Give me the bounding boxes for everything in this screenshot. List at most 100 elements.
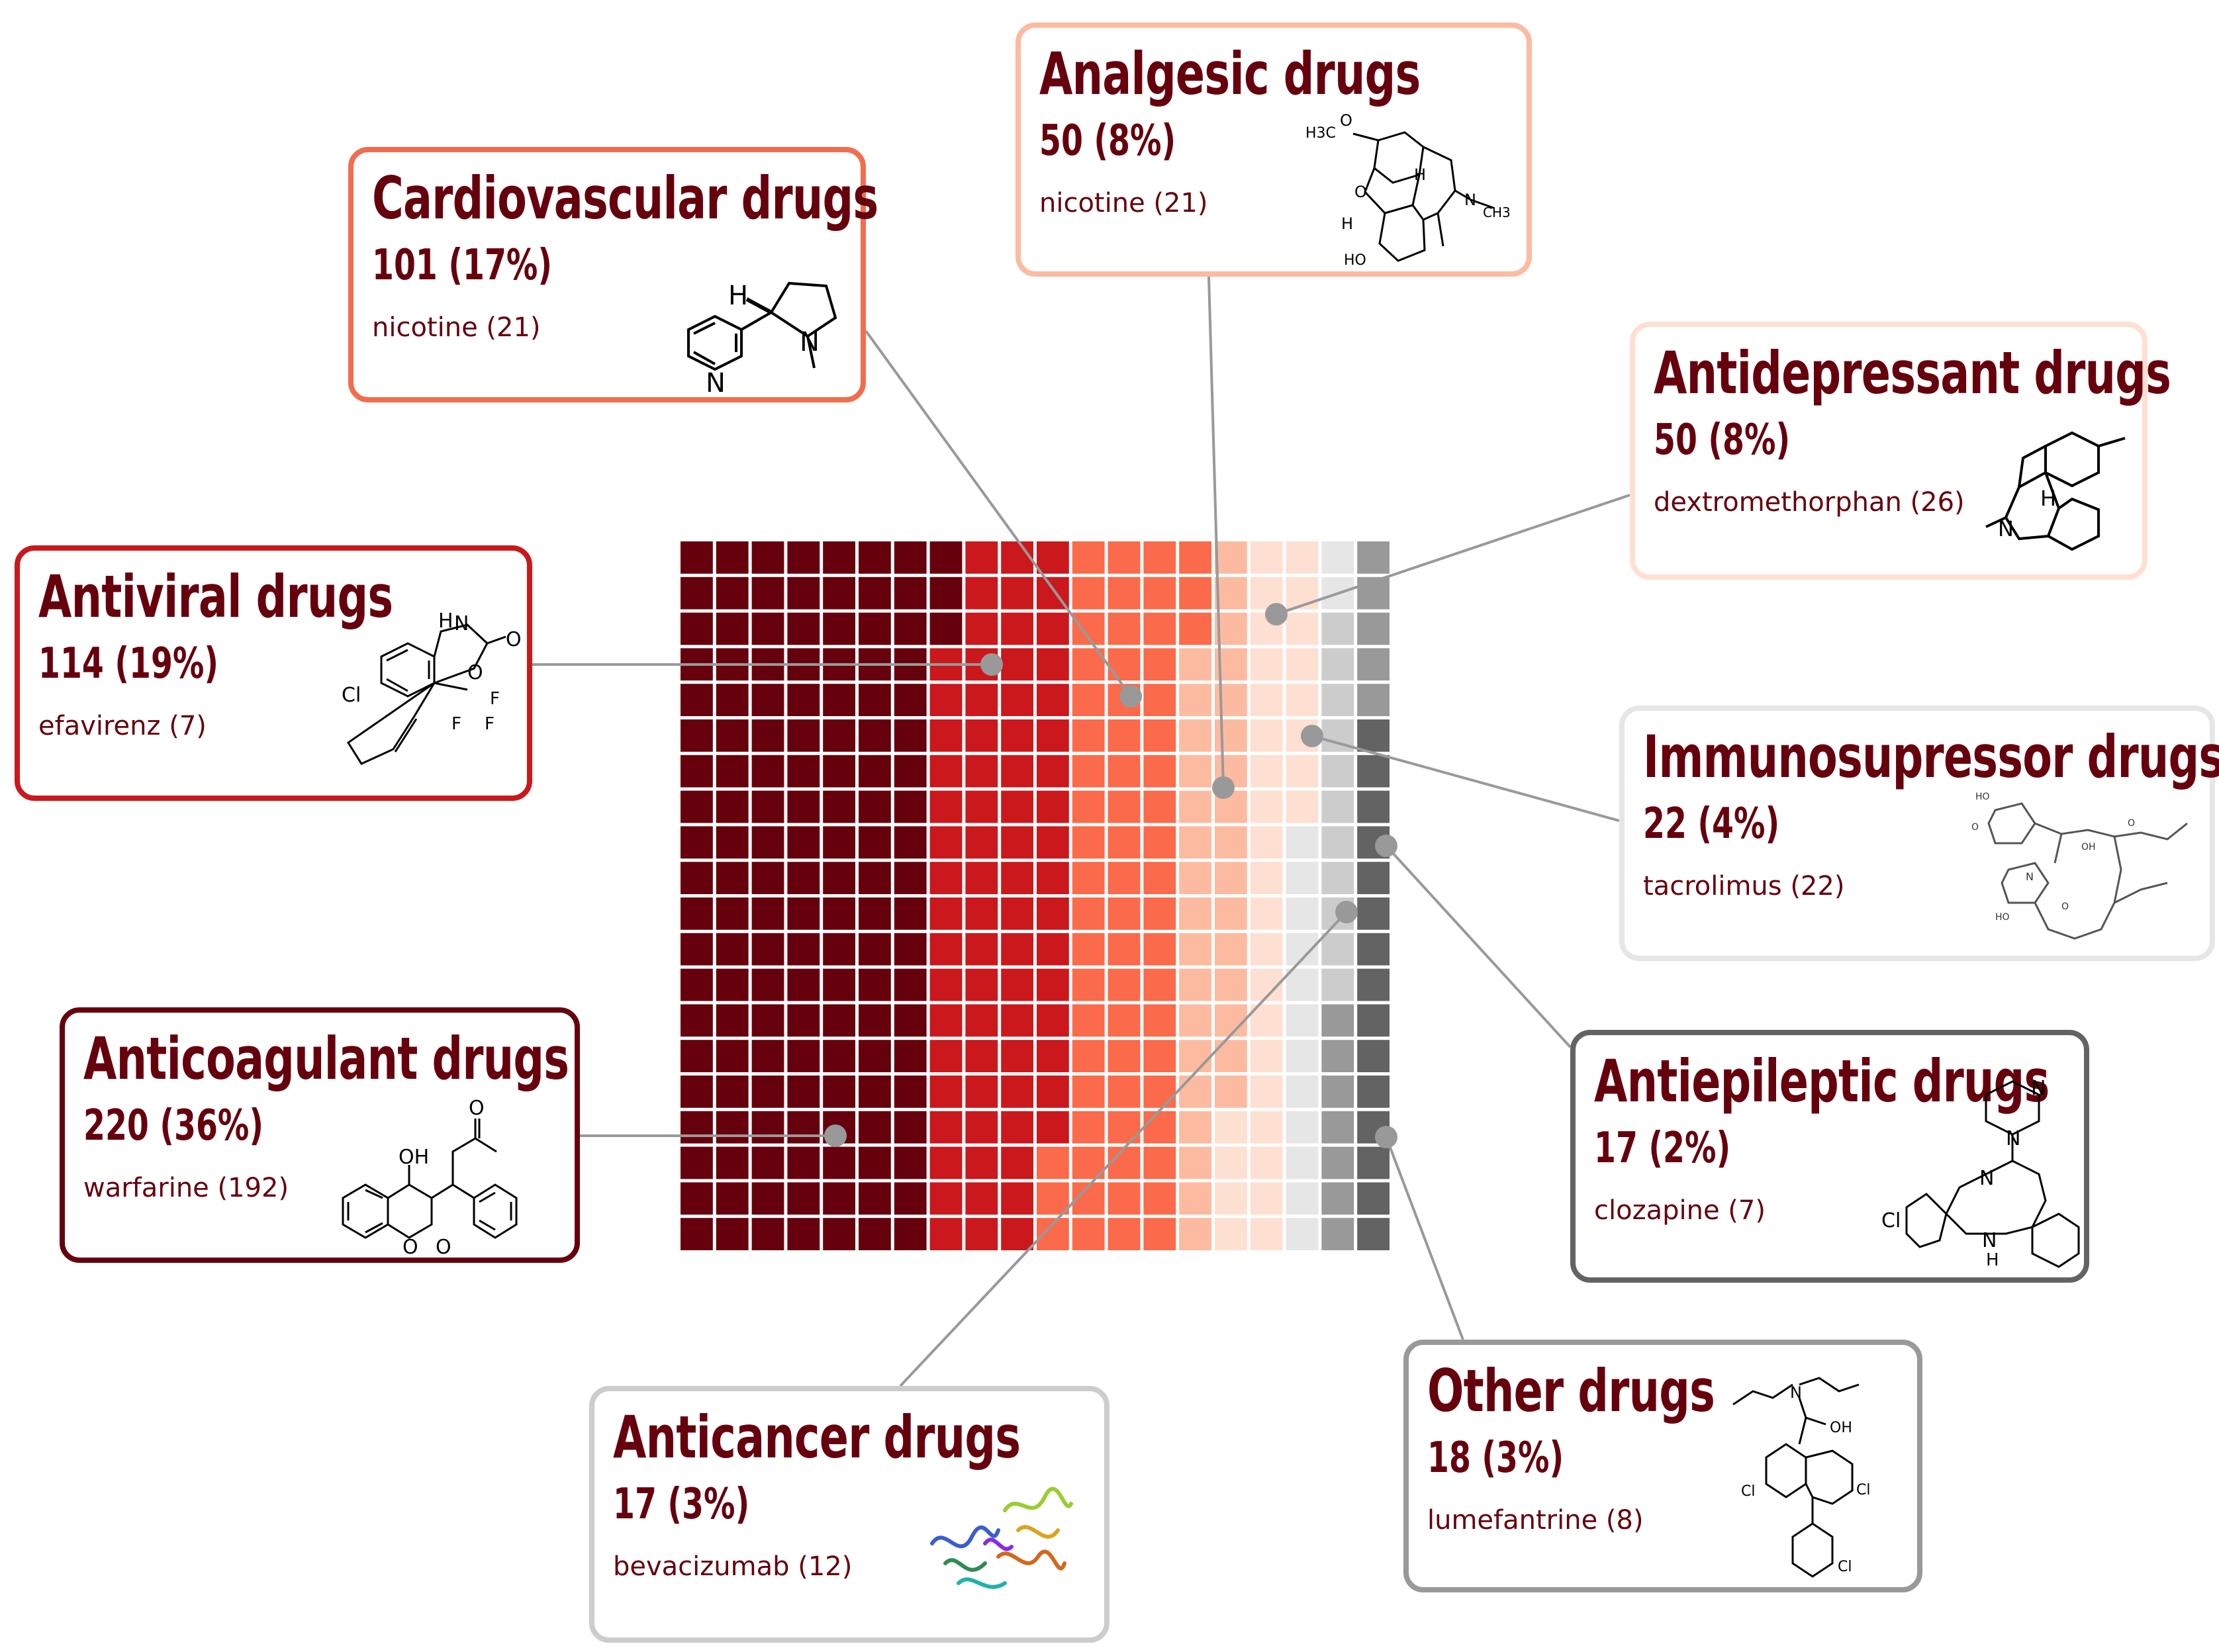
waffle-cell-cardiovascular	[1108, 968, 1141, 1001]
waffle-cell-antidepressant	[1286, 648, 1319, 681]
waffle-cell-analgesic	[1179, 862, 1211, 894]
waffle-cell-analgesic	[1179, 1111, 1211, 1144]
waffle-cell-antiviral	[965, 1218, 998, 1250]
waffle-cell-immunosupressor	[1321, 541, 1354, 574]
waffle-cell-antidepressant	[1250, 1040, 1283, 1072]
waffle-cell-antidepressant	[1286, 684, 1319, 716]
waffle-cell-cardiovascular	[1143, 1076, 1176, 1108]
waffle-cells	[681, 541, 1390, 1250]
waffle-cell-anticoagulant	[894, 576, 927, 610]
waffle-cell-other	[1321, 1182, 1354, 1215]
waffle-cell-anticoagulant	[823, 576, 855, 610]
waffle-cell-antiviral	[1037, 719, 1069, 752]
waffle-cell-anticoagulant	[787, 541, 820, 574]
waffle-cell-anticoagulant	[823, 1004, 855, 1037]
waffle-cell-anticoagulant	[716, 1004, 749, 1037]
waffle-cell-antiviral	[965, 755, 998, 788]
svg-text:H: H	[438, 610, 453, 633]
svg-text:Cl: Cl	[1838, 1559, 1852, 1575]
waffle-cell-antiviral	[965, 862, 998, 894]
svg-text:Cl: Cl	[1881, 1209, 1901, 1232]
waffle-cell-anticoagulant	[859, 826, 891, 859]
waffle-cell-antiviral	[1001, 1111, 1033, 1144]
waffle-cell-anticancer	[1321, 968, 1354, 1001]
waffle-cell-antiviral	[929, 755, 963, 788]
tacrolimus-structure-icon: HO O N O HO OH O	[1971, 792, 2188, 940]
waffle-cell-anticoagulant	[859, 1076, 891, 1108]
waffle-cell-antidepressant	[1250, 826, 1283, 859]
card-immunosupressor: Immunosupressor drugs 22 (4%) tacrolimus…	[1619, 706, 2219, 961]
waffle-cell-cardiovascular	[1143, 862, 1176, 894]
waffle-cell-other	[1357, 648, 1390, 681]
waffle-cell-anticoagulant	[681, 1146, 713, 1179]
waffle-cell-immunosupressor	[1286, 1004, 1319, 1037]
category-title: Antidepressant drugs	[1654, 339, 2171, 407]
waffle-cell-cardiovascular	[1108, 1182, 1141, 1215]
waffle-cell-other	[1357, 541, 1390, 574]
waffle-cell-other	[1321, 1111, 1354, 1144]
waffle-cell-anticoagulant	[681, 1040, 713, 1072]
leader-marker-immunosupressor	[1301, 725, 1323, 747]
waffle-cell-anticoagulant	[751, 1076, 784, 1108]
card-antidepressant: Antidepressant drugs 50 (8%) dextrometho…	[1630, 322, 2171, 580]
waffle-cell-cardiovascular	[1037, 1182, 1069, 1215]
waffle-cell-anticancer	[1321, 862, 1354, 894]
waffle-cell-cardiovascular	[1072, 541, 1105, 574]
waffle-cell-antiepileptic	[1357, 1076, 1390, 1108]
waffle-cell-antiviral	[1001, 862, 1033, 894]
waffle-cell-anticancer	[1321, 826, 1354, 859]
waffle-cell-cardiovascular	[1143, 933, 1176, 966]
svg-text:H: H	[1986, 1250, 1999, 1270]
waffle-cell-anticoagulant	[716, 1040, 749, 1072]
waffle-cell-antiviral	[965, 719, 998, 752]
leader-line-anticancer	[899, 911, 1348, 1387]
waffle-cell-analgesic	[1215, 1004, 1247, 1037]
waffle-cell-analgesic	[1179, 933, 1211, 966]
waffle-cell-anticoagulant	[894, 897, 927, 930]
waffle-cell-antiepileptic	[1357, 1004, 1390, 1037]
card-other: Other drugs 18 (3%) lumefantrine (8) N O…	[1403, 1340, 1922, 1592]
waffle-cell-other	[1357, 612, 1390, 645]
waffle-cell-antidepressant	[1250, 648, 1283, 681]
leader-marker-anticoagulant	[824, 1124, 847, 1147]
waffle-cell-antiviral	[929, 1040, 963, 1072]
waffle-cell-cardiovascular	[1108, 648, 1141, 681]
waffle-cell-anticoagulant	[716, 790, 749, 823]
waffle-cell-anticoagulant	[823, 1040, 855, 1072]
waffle-cell-antiepileptic	[1357, 862, 1390, 894]
waffle-cell-anticoagulant	[716, 541, 749, 574]
waffle-cell-anticoagulant	[787, 1182, 820, 1215]
waffle-cell-analgesic	[1215, 1040, 1247, 1072]
svg-text:N: N	[1982, 1229, 1997, 1252]
waffle-cell-cardiovascular	[1072, 897, 1105, 930]
waffle-cell-antiviral	[1001, 1182, 1033, 1215]
waffle-cell-anticoagulant	[787, 1004, 820, 1037]
leader-line-analgesic	[1207, 276, 1225, 788]
waffle-cell-anticoagulant	[894, 755, 927, 788]
waffle-cell-cardiovascular	[1072, 1218, 1105, 1250]
leader-lines	[532, 276, 1630, 1387]
waffle-cell-anticoagulant	[894, 541, 927, 574]
waffle-cell-anticoagulant	[823, 933, 855, 966]
waffle-cell-anticoagulant	[859, 1218, 891, 1250]
waffle-cell-anticoagulant	[751, 1182, 784, 1215]
waffle-cell-cardiovascular	[1143, 719, 1176, 752]
waffle-cell-analgesic	[1179, 826, 1211, 859]
waffle-cell-cardiovascular	[1108, 1040, 1141, 1072]
waffle-cell-cardiovascular	[1108, 790, 1141, 823]
waffle-cell-anticoagulant	[716, 576, 749, 610]
waffle-cell-immunosupressor	[1286, 1076, 1319, 1108]
waffle-cell-analgesic	[1179, 648, 1211, 681]
waffle-cell-analgesic	[1215, 576, 1247, 610]
waffle-cell-antiviral	[929, 862, 963, 894]
waffle-cell-anticoagulant	[751, 1040, 784, 1072]
svg-text:H: H	[1341, 214, 1353, 233]
bevacizumab-protein-icon	[930, 1487, 1073, 1589]
waffle-cell-anticoagulant	[894, 1218, 927, 1250]
waffle-cell-anticoagulant	[751, 933, 784, 966]
waffle-cell-anticoagulant	[823, 1076, 855, 1108]
waffle-cell-antiviral	[1037, 755, 1069, 788]
waffle-cell-antiviral	[965, 968, 998, 1001]
morphine-structure-icon: H3C O O H H N CH3 HO	[1305, 114, 1511, 269]
svg-text:N: N	[1790, 1383, 1802, 1402]
